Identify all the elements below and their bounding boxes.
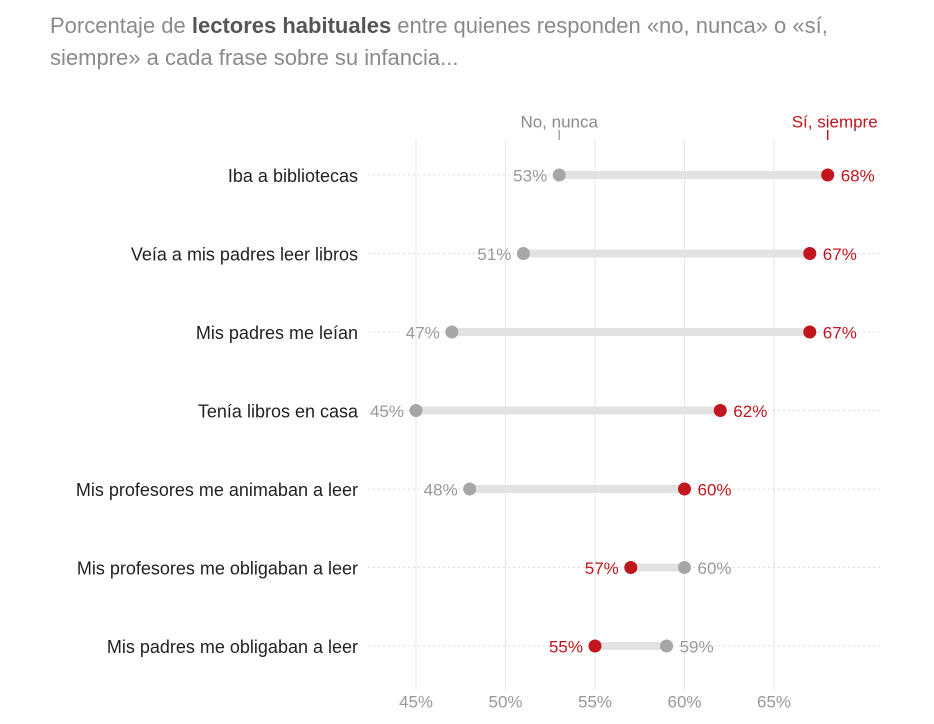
point-no-nunca (552, 168, 566, 182)
title-bold: lectores habituales (191, 13, 392, 38)
category-label: Mis padres me leían (196, 323, 358, 343)
point-no-nunca (678, 561, 691, 574)
x-tick-label-55: 55% (578, 693, 612, 712)
value-label-si-siempre: 67% (823, 324, 857, 343)
category-label: Mis padres me obligaban a leer (107, 637, 358, 657)
point-no-nunca (516, 247, 530, 260)
x-tick-label-65: 65% (757, 693, 791, 712)
value-label-si-siempre: 57% (585, 559, 619, 578)
category-label: Tenía libros en casa (198, 402, 359, 422)
value-label-si-siempre: 55% (549, 638, 583, 657)
point-si-siempre (821, 168, 835, 182)
title-post: entre quienes responden «no, nunca» o «s… (50, 13, 828, 70)
point-si-siempre (803, 325, 817, 339)
point-si-siempre (678, 482, 691, 496)
value-label-no-nunca: 59% (680, 638, 714, 657)
value-label-si-siempre: 60% (698, 481, 732, 500)
title-pre: Porcentaje de (50, 13, 192, 38)
value-label-si-siempre: 62% (733, 402, 767, 421)
point-si-siempre (713, 404, 727, 417)
x-tick-label-50: 50% (488, 693, 522, 712)
value-label-no-nunca: 51% (477, 245, 511, 264)
value-label-no-nunca: 45% (370, 402, 404, 421)
point-no-nunca (660, 639, 674, 653)
header-no-nunca: No, nunca (520, 113, 598, 132)
value-label-si-siempre: 68% (841, 167, 875, 186)
value-label-no-nunca: 47% (406, 324, 440, 343)
point-si-siempre (624, 561, 638, 574)
value-label-no-nunca: 53% (513, 167, 547, 186)
chart-title: Porcentaje de lectores habituales entre … (50, 10, 880, 74)
category-label: Veía a mis padres leer libros (131, 245, 358, 265)
x-tick-label-60: 60% (667, 693, 701, 712)
category-label: Mis profesores me animaban a leer (76, 480, 358, 500)
point-no-nunca (445, 325, 459, 339)
point-no-nunca (409, 404, 423, 417)
value-label-no-nunca: 48% (424, 481, 458, 500)
value-label-si-siempre: 67% (823, 245, 857, 264)
value-label-no-nunca: 60% (698, 559, 732, 578)
header-si-siempre: Sí, siempre (792, 113, 878, 132)
point-si-siempre (803, 247, 817, 260)
point-si-siempre (588, 639, 602, 653)
x-tick-label-45: 45% (399, 693, 433, 712)
category-label: Mis profesores me obligaban a leer (77, 559, 358, 579)
point-no-nunca (463, 482, 477, 496)
category-label: Iba a bibliotecas (228, 166, 358, 186)
